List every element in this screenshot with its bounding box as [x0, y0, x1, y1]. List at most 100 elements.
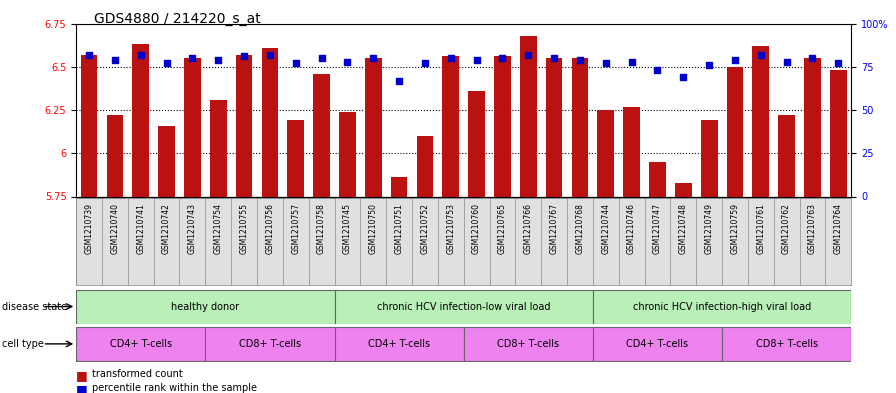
Point [728, 57, 742, 63]
Bar [593, 327, 722, 361]
Point [237, 53, 251, 60]
Point [806, 55, 820, 61]
Bar [236, 55, 253, 196]
Text: ■: ■ [76, 369, 88, 382]
Bar [283, 198, 308, 285]
Text: GSM1210757: GSM1210757 [291, 203, 300, 254]
Bar [417, 136, 434, 196]
Point [340, 59, 355, 65]
Bar [76, 290, 334, 323]
Bar [102, 198, 128, 285]
Bar [314, 74, 330, 196]
Text: CD8+ T-cells: CD8+ T-cells [497, 339, 559, 349]
Text: CD4+ T-cells: CD4+ T-cells [109, 339, 172, 349]
Bar [391, 178, 408, 196]
Bar [257, 198, 283, 285]
Point [314, 55, 329, 61]
Bar [184, 58, 201, 196]
Bar [675, 183, 692, 196]
Text: cell type: cell type [2, 339, 44, 349]
Text: GDS4880 / 214220_s_at: GDS4880 / 214220_s_at [94, 12, 261, 26]
Bar [133, 44, 149, 196]
Point [108, 57, 122, 63]
Bar [520, 36, 537, 197]
Bar [515, 198, 541, 285]
Bar [339, 112, 356, 196]
Bar [308, 198, 334, 285]
Bar [619, 198, 644, 285]
Text: GSM1210752: GSM1210752 [420, 203, 429, 253]
Bar [722, 198, 748, 285]
Bar [546, 58, 563, 196]
Bar [360, 198, 386, 285]
Point [444, 55, 458, 61]
Point [754, 51, 768, 58]
Bar [748, 198, 773, 285]
Point [625, 59, 639, 65]
Text: GSM1210768: GSM1210768 [575, 203, 584, 253]
Bar [469, 91, 485, 196]
Point [599, 60, 613, 66]
Bar [205, 198, 231, 285]
Point [573, 57, 587, 63]
Bar [107, 115, 124, 196]
Text: GSM1210749: GSM1210749 [704, 203, 713, 254]
Text: GSM1210755: GSM1210755 [239, 203, 248, 254]
Bar [830, 70, 847, 196]
Bar [825, 198, 851, 285]
Text: ■: ■ [76, 383, 88, 393]
Bar [205, 327, 334, 361]
Text: chronic HCV infection-low viral load: chronic HCV infection-low viral load [377, 301, 550, 312]
Text: transformed count: transformed count [92, 369, 183, 379]
Text: GSM1210759: GSM1210759 [730, 203, 739, 254]
Bar [773, 198, 799, 285]
Text: CD8+ T-cells: CD8+ T-cells [755, 339, 818, 349]
Bar [598, 110, 614, 196]
Text: GSM1210746: GSM1210746 [627, 203, 636, 254]
Bar [386, 198, 412, 285]
Text: GSM1210748: GSM1210748 [679, 203, 688, 253]
Bar [624, 107, 640, 196]
Text: GSM1210739: GSM1210739 [84, 203, 93, 254]
Bar [365, 58, 382, 196]
Bar [644, 198, 670, 285]
Text: GSM1210766: GSM1210766 [524, 203, 533, 254]
Point [650, 67, 665, 73]
Bar [76, 327, 205, 361]
Point [159, 60, 174, 66]
Text: percentile rank within the sample: percentile rank within the sample [92, 383, 257, 393]
Point [418, 60, 432, 66]
Text: CD4+ T-cells: CD4+ T-cells [626, 339, 688, 349]
Text: GSM1210758: GSM1210758 [317, 203, 326, 253]
Text: GSM1210742: GSM1210742 [162, 203, 171, 253]
Bar [334, 198, 360, 285]
Text: GSM1210740: GSM1210740 [110, 203, 119, 254]
Point [470, 57, 484, 63]
Bar [159, 126, 175, 196]
Bar [722, 327, 851, 361]
Bar [76, 198, 102, 285]
Text: healthy donor: healthy donor [171, 301, 239, 312]
Point [521, 51, 536, 58]
Bar [779, 115, 795, 196]
Point [702, 62, 716, 68]
Bar [231, 198, 257, 285]
Bar [727, 67, 744, 196]
Bar [262, 48, 279, 196]
Text: CD4+ T-cells: CD4+ T-cells [368, 339, 430, 349]
Text: GSM1210761: GSM1210761 [756, 203, 765, 253]
Text: GSM1210763: GSM1210763 [808, 203, 817, 254]
Text: GSM1210756: GSM1210756 [265, 203, 274, 254]
Bar [288, 120, 304, 196]
Bar [81, 55, 98, 196]
Text: GSM1210754: GSM1210754 [214, 203, 223, 254]
Text: GSM1210753: GSM1210753 [446, 203, 455, 254]
Bar [489, 198, 515, 285]
Bar [494, 57, 511, 196]
Bar [210, 100, 227, 196]
Text: GSM1210741: GSM1210741 [136, 203, 145, 253]
Bar [593, 290, 851, 323]
Bar [799, 198, 825, 285]
Bar [701, 120, 718, 196]
Point [780, 59, 794, 65]
